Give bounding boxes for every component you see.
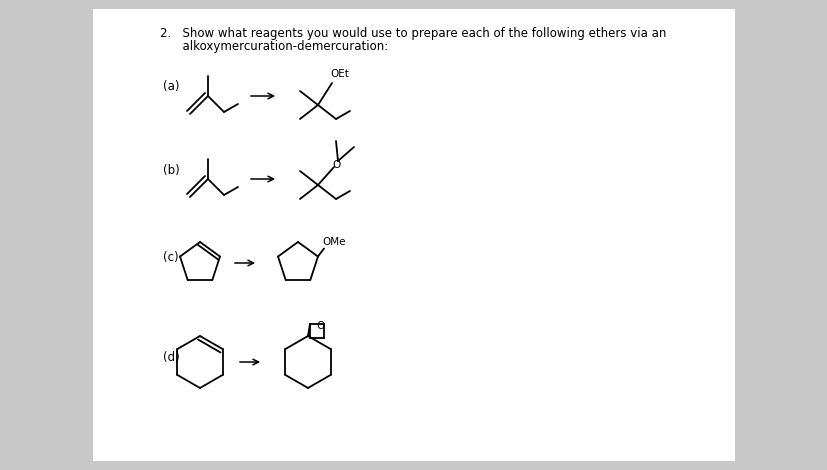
Text: alkoxymercuration-demercuration:: alkoxymercuration-demercuration: — [160, 40, 388, 53]
Text: 2.   Show what reagents you would use to prepare each of the following ethers vi: 2. Show what reagents you would use to p… — [160, 27, 666, 40]
Text: O: O — [332, 160, 340, 170]
Text: O: O — [316, 321, 324, 331]
Text: (d): (d) — [163, 351, 179, 363]
Text: OEt: OEt — [330, 69, 348, 79]
Text: OMe: OMe — [322, 236, 345, 246]
Text: (c): (c) — [163, 251, 179, 264]
Text: (a): (a) — [163, 79, 179, 93]
Text: (b): (b) — [163, 164, 179, 177]
